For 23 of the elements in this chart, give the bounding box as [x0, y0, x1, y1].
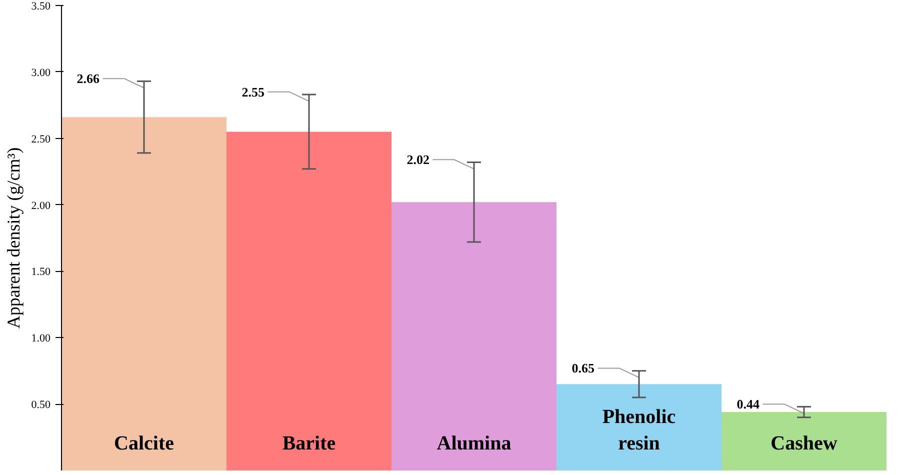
y-tick-label: 3.00: [31, 66, 51, 79]
y-tick-label: 1.50: [31, 266, 51, 278]
x-tick-label: Alumina: [436, 432, 512, 455]
y-tick-label: 2.50: [31, 133, 51, 146]
x-tick-label: Cashew: [770, 432, 838, 455]
y-tick-label: 3.50: [31, 0, 51, 12]
x-tick-label: Barite: [282, 432, 336, 455]
data-label: 0.44: [736, 396, 760, 412]
y-tick-label: 0.50: [31, 399, 51, 412]
y-tick-label: 1.00: [31, 332, 51, 345]
y-axis-title: Apparent density (g/cm³): [3, 147, 24, 329]
data-label: 2.55: [242, 84, 265, 100]
data-label: 2.02: [406, 152, 430, 168]
bar: [392, 202, 556, 470]
x-tick-label: Calcite: [114, 432, 174, 455]
data-label: 0.65: [572, 360, 595, 376]
bar: [722, 412, 886, 470]
bar: [556, 384, 722, 470]
y-tick-label: 2.00: [31, 200, 51, 212]
bar: [226, 132, 392, 470]
bar: [62, 117, 226, 470]
data-label: 2.66: [76, 71, 100, 86]
x-tick-label: Phenolic resin: [602, 406, 676, 455]
